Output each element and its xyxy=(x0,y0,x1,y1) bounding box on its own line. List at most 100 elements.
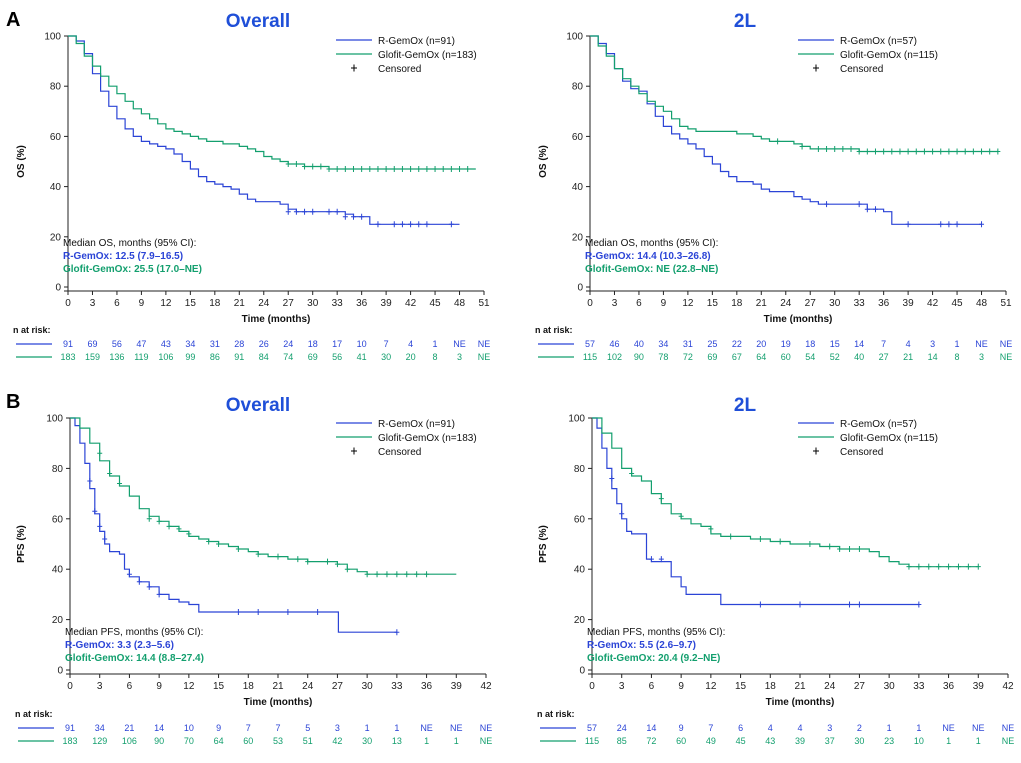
x-tick-label: 36 xyxy=(356,298,368,309)
x-tick-label: 24 xyxy=(824,681,836,692)
censor-mark xyxy=(457,166,463,173)
risk-count: 43 xyxy=(765,736,775,746)
censor-mark xyxy=(856,546,862,553)
risk-count: NE xyxy=(1002,723,1015,733)
risk-count: 74 xyxy=(283,352,293,362)
median-glofit: Glofit-GemOx: 14.4 (8.8–27.4) xyxy=(65,653,204,664)
x-tick-label: 42 xyxy=(480,681,492,692)
risk-count: 14 xyxy=(854,339,864,349)
censor-mark xyxy=(384,571,390,578)
censor-mark xyxy=(889,148,895,155)
censor-mark xyxy=(448,166,454,173)
risk-count: 37 xyxy=(825,736,835,746)
risk-count: 84 xyxy=(259,352,269,362)
censor-mark xyxy=(962,148,968,155)
risk-count: 7 xyxy=(275,723,280,733)
risk-count: 34 xyxy=(658,339,668,349)
y-tick-label: 40 xyxy=(574,565,586,576)
median-rgemox: R-GemOx: 12.5 (7.9–16.5) xyxy=(63,251,183,262)
censor-mark xyxy=(946,563,952,570)
x-tick-label: 6 xyxy=(636,298,642,309)
censor-mark xyxy=(302,208,308,215)
km-curve-rgemox xyxy=(592,417,919,606)
y-tick-label: 0 xyxy=(579,666,585,677)
censor-mark xyxy=(906,563,912,570)
censor-mark xyxy=(302,163,308,170)
x-tick-label: 48 xyxy=(976,298,988,309)
y-tick-label: 80 xyxy=(572,82,584,93)
risk-count: 1 xyxy=(946,736,951,746)
risk-count: 115 xyxy=(585,736,599,746)
x-tick-label: 15 xyxy=(735,681,747,692)
censor-mark xyxy=(255,609,261,616)
risk-count: 57 xyxy=(585,339,595,349)
censor-mark xyxy=(206,538,212,545)
risk-count: 24 xyxy=(617,723,627,733)
y-axis-label: OS (%) xyxy=(538,145,549,178)
censor-mark xyxy=(856,201,862,208)
x-tick-label: 45 xyxy=(429,298,441,309)
median-rgemox: R-GemOx: 14.4 (10.3–26.8) xyxy=(585,251,711,262)
risk-count: 27 xyxy=(879,352,889,362)
risk-count: 60 xyxy=(781,352,791,362)
risk-count: 56 xyxy=(112,339,122,349)
risk-count: 99 xyxy=(185,352,195,362)
risk-count: 26 xyxy=(259,339,269,349)
legend-label: R-GemOx (n=57) xyxy=(840,36,917,47)
y-tick-label: 40 xyxy=(52,565,64,576)
y-tick-label: 0 xyxy=(55,283,61,294)
censor-mark xyxy=(315,609,321,616)
chart-title: 2L xyxy=(734,11,757,32)
censor-mark xyxy=(946,148,952,155)
censor-mark xyxy=(837,546,843,553)
risk-count: NE xyxy=(478,352,491,362)
censor-mark xyxy=(970,148,976,155)
censor-mark xyxy=(391,221,397,228)
x-tick-label: 18 xyxy=(209,298,221,309)
legend-censor-mark xyxy=(813,447,819,455)
km-curve-rgemox xyxy=(68,35,460,225)
x-tick-label: 9 xyxy=(678,681,684,692)
censor-mark xyxy=(399,221,405,228)
risk-count: NE xyxy=(480,736,493,746)
risk-count: NE xyxy=(972,723,985,733)
risk-count: 19 xyxy=(781,339,791,349)
censor-mark xyxy=(847,601,853,608)
risk-count: 4 xyxy=(408,339,413,349)
risk-count: 9 xyxy=(679,723,684,733)
censor-mark xyxy=(955,563,961,570)
censor-mark xyxy=(275,553,281,560)
y-axis-label: OS (%) xyxy=(16,145,27,178)
censor-mark xyxy=(757,601,763,608)
risk-count: 67 xyxy=(732,352,742,362)
x-tick-label: 21 xyxy=(272,681,284,692)
legend-label: Glofit-GemOx (n=115) xyxy=(840,50,938,61)
risk-count: 3 xyxy=(457,352,462,362)
chart-title: Overall xyxy=(226,395,290,416)
risk-count: 57 xyxy=(587,723,597,733)
censor-mark xyxy=(936,563,942,570)
median-title: Median OS, months (95% CI): xyxy=(63,238,196,249)
censor-mark xyxy=(107,470,113,477)
censor-mark xyxy=(92,508,98,515)
x-tick-label: 36 xyxy=(421,681,433,692)
risk-count: 69 xyxy=(707,352,717,362)
censor-mark xyxy=(905,221,911,228)
x-tick-label: 21 xyxy=(234,298,246,309)
risk-count: 70 xyxy=(184,736,194,746)
risk-count: 56 xyxy=(332,352,342,362)
risk-count: 1 xyxy=(916,723,921,733)
risk-count: 1 xyxy=(976,736,981,746)
x-tick-label: 30 xyxy=(307,298,319,309)
risk-count: 22 xyxy=(732,339,742,349)
x-axis-label: Time (months) xyxy=(766,697,835,708)
legend-label: R-GemOx (n=91) xyxy=(378,419,455,430)
risk-count: 7 xyxy=(881,339,886,349)
censor-mark xyxy=(235,546,241,553)
risk-count: 23 xyxy=(884,736,894,746)
censor-mark xyxy=(293,208,299,215)
x-tick-label: 48 xyxy=(454,298,466,309)
median-title: Median OS, months (95% CI): xyxy=(585,238,718,249)
